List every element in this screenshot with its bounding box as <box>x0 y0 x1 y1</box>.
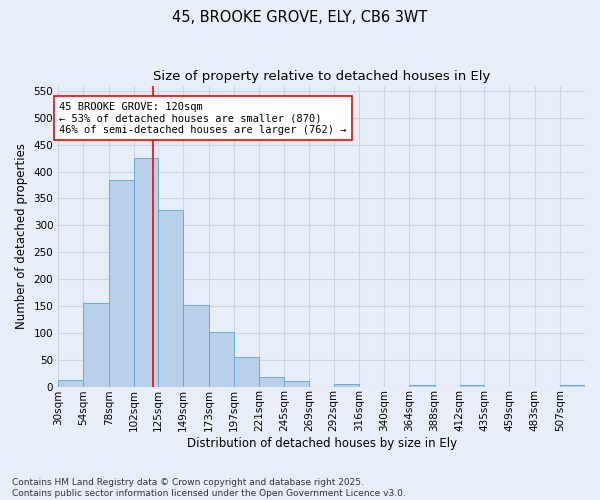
Text: Contains HM Land Registry data © Crown copyright and database right 2025.
Contai: Contains HM Land Registry data © Crown c… <box>12 478 406 498</box>
X-axis label: Distribution of detached houses by size in Ely: Distribution of detached houses by size … <box>187 437 457 450</box>
Bar <box>334 384 359 386</box>
Bar <box>134 158 158 386</box>
Bar <box>259 377 284 386</box>
Title: Size of property relative to detached houses in Ely: Size of property relative to detached ho… <box>153 70 490 83</box>
Text: 45 BROOKE GROVE: 120sqm
← 53% of detached houses are smaller (870)
46% of semi-d: 45 BROOKE GROVE: 120sqm ← 53% of detache… <box>59 102 347 135</box>
Bar <box>58 380 83 386</box>
Bar <box>284 381 310 386</box>
Bar <box>409 385 434 386</box>
Bar <box>560 385 585 386</box>
Bar <box>184 305 209 386</box>
Y-axis label: Number of detached properties: Number of detached properties <box>15 143 28 329</box>
Bar <box>234 357 259 386</box>
Text: 45, BROOKE GROVE, ELY, CB6 3WT: 45, BROOKE GROVE, ELY, CB6 3WT <box>172 10 428 25</box>
Bar <box>158 210 184 386</box>
Bar <box>83 302 109 386</box>
Bar <box>109 180 134 386</box>
Bar <box>209 332 234 386</box>
